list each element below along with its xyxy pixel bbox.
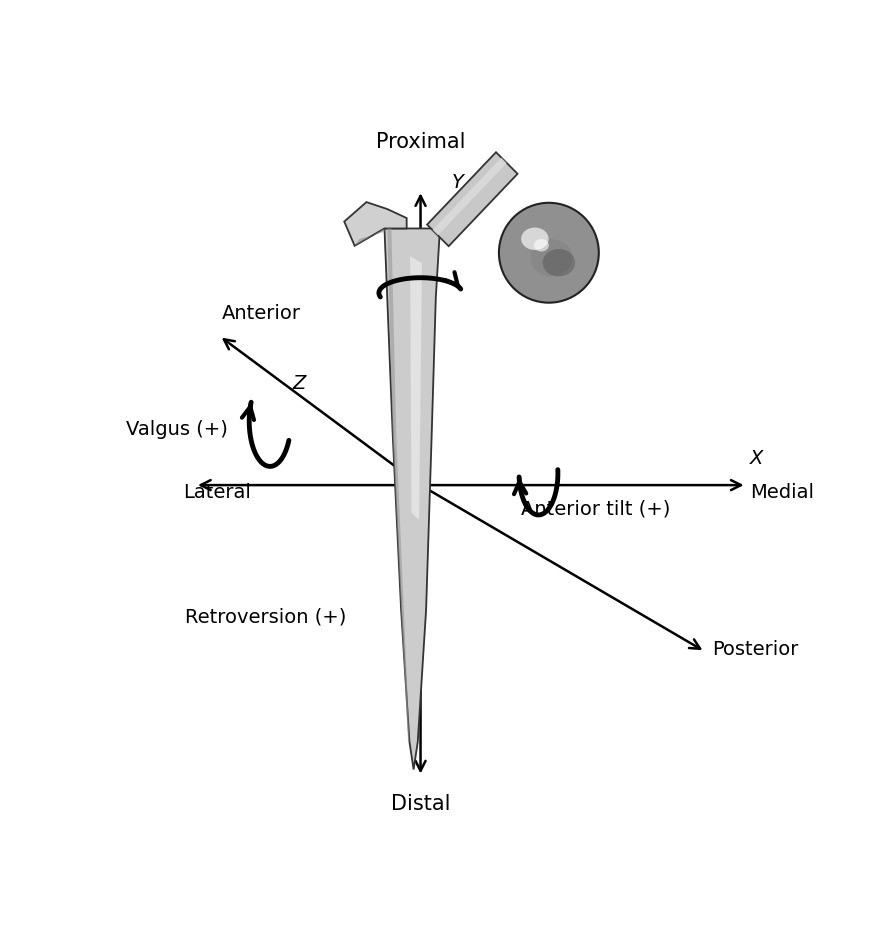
Text: Lateral: Lateral	[182, 483, 250, 502]
Text: Z: Z	[292, 373, 306, 393]
Text: Valgus (+): Valgus (+)	[125, 420, 227, 439]
Ellipse shape	[542, 249, 575, 276]
Text: Y: Y	[451, 173, 463, 192]
Text: Proximal: Proximal	[375, 133, 465, 152]
Text: Posterior: Posterior	[711, 640, 797, 659]
Polygon shape	[409, 257, 421, 520]
Ellipse shape	[529, 239, 572, 276]
Text: Retroversion (+): Retroversion (+)	[184, 607, 346, 626]
Polygon shape	[344, 202, 406, 245]
Text: Medial: Medial	[749, 483, 814, 502]
Text: Distal: Distal	[391, 793, 450, 814]
Text: X: X	[749, 448, 763, 468]
Circle shape	[498, 203, 598, 303]
Polygon shape	[354, 228, 384, 245]
Polygon shape	[384, 228, 440, 770]
Ellipse shape	[520, 227, 548, 250]
Text: Anterior: Anterior	[221, 305, 300, 323]
Polygon shape	[432, 158, 506, 235]
Polygon shape	[426, 152, 517, 246]
Ellipse shape	[534, 239, 548, 252]
Polygon shape	[384, 228, 409, 742]
Text: Anterior tilt (+): Anterior tilt (+)	[520, 500, 670, 519]
